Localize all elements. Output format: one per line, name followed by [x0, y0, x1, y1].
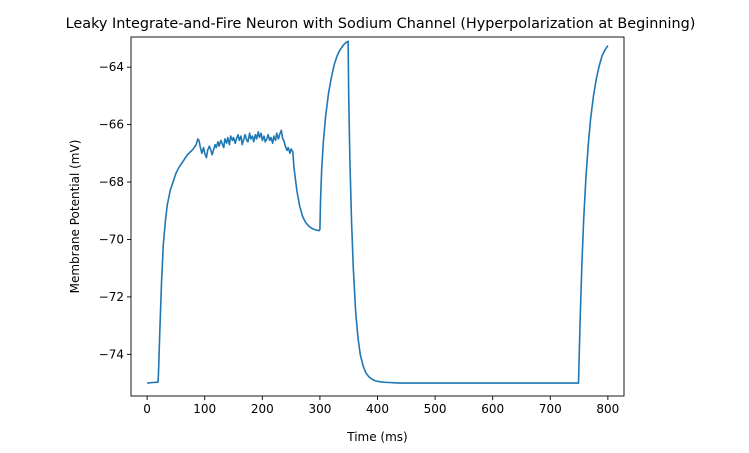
y-tick-label: −68	[99, 175, 124, 189]
series-line	[147, 40, 609, 384]
y-tick-label: −74	[99, 347, 124, 361]
x-tick-label: 700	[539, 402, 562, 416]
plot-frame	[130, 36, 625, 397]
y-tick-label: −72	[99, 290, 124, 304]
x-tick-label: 300	[308, 402, 331, 416]
x-tick-label: 400	[366, 402, 389, 416]
y-axis-label: Membrane Potential (mV)	[68, 140, 82, 294]
x-tick-label: 100	[193, 402, 216, 416]
x-tick-label: 500	[424, 402, 447, 416]
y-tick-label: −70	[99, 232, 124, 246]
x-tick-label: 800	[596, 402, 619, 416]
plot-area	[130, 36, 625, 397]
chart-title: Leaky Integrate-and-Fire Neuron with Sod…	[66, 16, 696, 32]
x-tick-label: 0	[143, 402, 151, 416]
x-axis-label: Time (ms)	[346, 430, 408, 444]
y-tick-label: −66	[99, 118, 124, 132]
x-tick-label: 600	[481, 402, 504, 416]
y-tick-label: −64	[99, 60, 124, 74]
x-tick-label: 200	[251, 402, 274, 416]
y-axis: −74 −72 −70 −68 −66 −64	[99, 60, 131, 361]
x-axis: 0 100 200 300 400 500 600 700 800	[143, 396, 619, 416]
